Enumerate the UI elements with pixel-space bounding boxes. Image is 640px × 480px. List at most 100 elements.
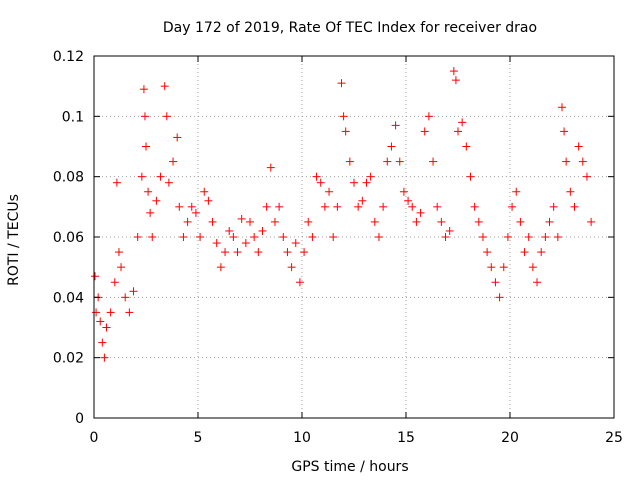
data-point — [139, 85, 148, 94]
data-point — [416, 208, 425, 217]
data-point — [254, 248, 263, 257]
data-point — [325, 187, 334, 196]
data-point — [350, 178, 358, 187]
data-point — [458, 118, 467, 127]
data-point — [412, 217, 421, 226]
data-point — [175, 202, 184, 211]
data-point — [225, 226, 234, 235]
x-tick-label: 0 — [90, 430, 99, 446]
data-point — [287, 263, 296, 272]
data-point — [345, 157, 354, 166]
data-point — [96, 317, 105, 326]
data-point — [291, 239, 300, 248]
data-point — [545, 217, 554, 226]
data-point — [117, 263, 126, 272]
data-point — [241, 239, 250, 248]
data-point — [562, 157, 571, 166]
data-point — [262, 202, 271, 211]
y-tick-label: 0.1 — [62, 109, 84, 125]
data-point — [129, 287, 138, 296]
data-point — [329, 233, 338, 241]
data-point — [541, 233, 550, 241]
y-tick-label: 0.02 — [53, 351, 84, 367]
data-point — [92, 308, 101, 317]
data-point — [341, 127, 350, 136]
data-point — [98, 338, 107, 347]
data-point — [140, 112, 149, 121]
data-point — [395, 157, 404, 166]
data-point — [399, 187, 408, 196]
data-point — [366, 172, 375, 181]
data-point — [478, 233, 487, 241]
data-point — [221, 248, 230, 257]
data-point — [106, 308, 115, 317]
data-point — [491, 278, 500, 287]
data-point — [102, 323, 111, 332]
data-point — [208, 217, 217, 226]
data-point — [142, 142, 150, 151]
data-point — [524, 233, 533, 241]
data-point — [200, 187, 209, 196]
data-point — [266, 163, 275, 172]
data-point — [379, 202, 388, 211]
data-point — [454, 127, 462, 136]
data-point — [246, 217, 254, 226]
data-point — [429, 157, 438, 166]
data-point — [156, 172, 165, 181]
data-point — [312, 172, 321, 181]
data-point — [449, 67, 458, 76]
y-tick-label: 0 — [75, 411, 84, 427]
data-point — [495, 293, 504, 302]
data-point — [162, 112, 171, 121]
y-tick-label: 0.12 — [53, 49, 84, 65]
data-point — [582, 172, 591, 181]
data-point — [508, 202, 517, 211]
data-point — [337, 79, 346, 88]
data-point — [112, 178, 121, 187]
data-point — [487, 263, 496, 272]
data-point — [499, 263, 508, 272]
data-point — [533, 278, 542, 287]
data-point — [233, 248, 242, 257]
data-point — [320, 202, 329, 211]
data-point — [578, 157, 587, 166]
x-tick-label: 15 — [397, 430, 415, 446]
data-point — [441, 233, 450, 241]
y-axis-label: ROTI / TECUs — [6, 194, 22, 286]
data-point — [91, 272, 100, 281]
data-point — [270, 217, 279, 226]
data-point — [275, 202, 284, 211]
data-point — [424, 112, 433, 121]
data-point — [196, 233, 205, 241]
x-axis-label: GPS time / hours — [291, 459, 408, 475]
data-point — [148, 233, 157, 241]
data-point — [216, 263, 225, 272]
data-point — [437, 217, 446, 226]
y-tick-label: 0.06 — [53, 230, 84, 246]
data-point — [574, 142, 583, 151]
data-point — [433, 202, 442, 211]
axis-ticks: 0 5 10 15 20 25 0 0.02 0.04 0.06 0.08 0.1 0.12 — [53, 49, 623, 446]
data-point — [420, 127, 429, 136]
data-point — [164, 178, 173, 187]
data-point — [121, 293, 130, 302]
data-point — [279, 233, 288, 241]
data-point — [383, 157, 392, 166]
data-point — [483, 248, 492, 257]
x-tick-label: 10 — [293, 430, 311, 446]
data-point — [137, 172, 146, 181]
data-point — [512, 187, 521, 196]
data-point — [316, 178, 325, 187]
data-point — [558, 103, 566, 112]
data-point — [308, 233, 317, 241]
data-point — [391, 121, 400, 130]
data-point — [152, 196, 161, 205]
x-tick-label: 20 — [501, 430, 519, 446]
data-point — [283, 248, 292, 257]
data-point — [354, 202, 363, 211]
data-point — [451, 76, 460, 85]
data-point — [387, 142, 396, 151]
data-point — [362, 178, 371, 187]
data-point — [183, 217, 192, 226]
